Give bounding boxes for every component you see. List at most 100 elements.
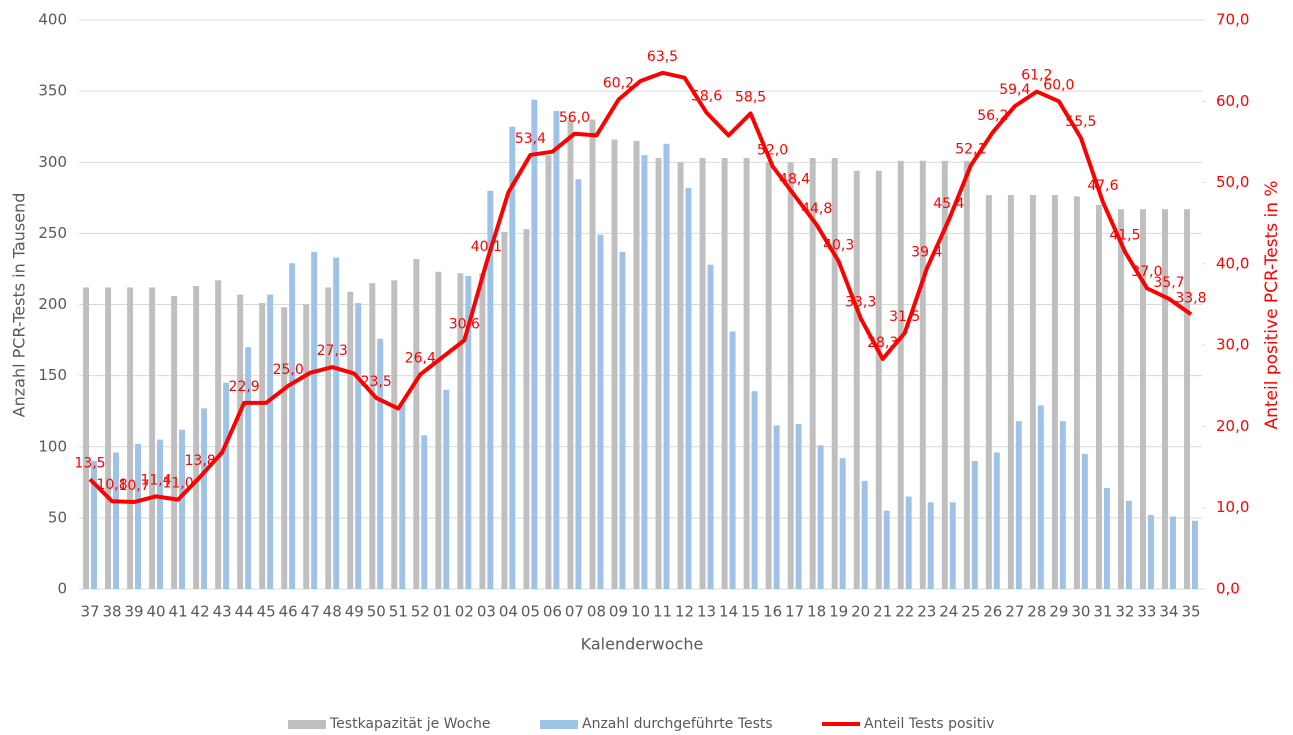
bar bbox=[1015, 421, 1022, 589]
y-axis-title: Anzahl PCR-Tests in Tausend bbox=[10, 193, 29, 418]
bar bbox=[1037, 405, 1044, 589]
bar bbox=[1073, 196, 1080, 589]
x-tick-label: 46 bbox=[279, 603, 298, 621]
bar bbox=[479, 273, 486, 589]
data-label: 61,2 bbox=[1021, 68, 1052, 84]
bar bbox=[1184, 209, 1190, 589]
x-tick-label: 12 bbox=[675, 603, 694, 621]
bar bbox=[127, 287, 134, 589]
bar bbox=[817, 445, 824, 589]
x-tick-label: 49 bbox=[345, 603, 364, 621]
bar bbox=[421, 435, 428, 589]
x-tick-label: 41 bbox=[169, 603, 188, 621]
data-label: 35,7 bbox=[1153, 275, 1184, 291]
y-tick-label: 0 bbox=[57, 580, 67, 598]
bar bbox=[545, 155, 552, 589]
bar bbox=[523, 229, 530, 590]
bar bbox=[237, 294, 244, 589]
data-label: 39,4 bbox=[911, 245, 942, 261]
data-label: 48,4 bbox=[779, 172, 810, 188]
y2-tick-label: 10,0 bbox=[1216, 498, 1249, 516]
bar bbox=[149, 287, 156, 589]
bar bbox=[179, 429, 186, 589]
bar bbox=[457, 273, 464, 589]
bar bbox=[289, 263, 296, 589]
bar bbox=[311, 251, 318, 589]
x-tick-label: 21 bbox=[873, 603, 892, 621]
data-label: 11,4 bbox=[140, 472, 171, 488]
y2-tick-label: 40,0 bbox=[1216, 254, 1249, 272]
x-tick-label: 34 bbox=[1159, 603, 1178, 621]
data-label: 63,5 bbox=[647, 49, 678, 65]
bar bbox=[597, 234, 604, 590]
bar bbox=[853, 170, 860, 589]
bar bbox=[773, 425, 780, 589]
bar bbox=[883, 510, 890, 589]
bar bbox=[223, 382, 230, 589]
legend-swatch bbox=[288, 720, 326, 729]
bar bbox=[333, 257, 340, 589]
bar bbox=[377, 338, 384, 589]
x-tick-label: 37 bbox=[80, 603, 99, 621]
y2-tick-label: 20,0 bbox=[1216, 417, 1249, 435]
y-tick-label: 150 bbox=[38, 366, 67, 384]
data-label: 31,5 bbox=[889, 309, 920, 325]
data-label: 13,8 bbox=[185, 453, 216, 469]
bar bbox=[1125, 500, 1132, 589]
x-tick-label: 23 bbox=[917, 603, 936, 621]
y2-tick-label: 30,0 bbox=[1216, 336, 1249, 354]
bar bbox=[171, 295, 178, 589]
bar bbox=[83, 287, 90, 589]
x-tick-label: 47 bbox=[301, 603, 320, 621]
y-tick-label: 200 bbox=[38, 295, 67, 313]
data-label: 56,2 bbox=[977, 108, 1008, 124]
x-tick-label: 01 bbox=[433, 603, 452, 621]
data-label: 37,0 bbox=[1131, 264, 1162, 280]
y2-tick-label: 50,0 bbox=[1216, 173, 1249, 191]
data-label: 26,4 bbox=[405, 350, 436, 366]
x-tick-label: 52 bbox=[411, 603, 430, 621]
bar bbox=[831, 157, 838, 590]
x-tick-label: 32 bbox=[1115, 603, 1134, 621]
bar bbox=[839, 458, 846, 589]
data-label: 27,3 bbox=[317, 343, 348, 359]
x-tick-label: 05 bbox=[521, 603, 540, 621]
data-label: 52,1 bbox=[955, 142, 986, 158]
x-tick-label: 48 bbox=[323, 603, 342, 621]
bar bbox=[655, 157, 662, 590]
data-label: 40,3 bbox=[823, 237, 854, 253]
x-tick-label: 13 bbox=[697, 603, 716, 621]
legend-swatch bbox=[540, 720, 578, 729]
y2-axis-title: Anteil positive PCR-Tests in % bbox=[1262, 180, 1282, 429]
data-label: 23,5 bbox=[361, 374, 392, 390]
bar bbox=[215, 280, 222, 589]
bar bbox=[963, 160, 970, 589]
bar bbox=[1191, 520, 1198, 589]
bar bbox=[435, 271, 442, 589]
x-tick-label: 02 bbox=[455, 603, 474, 621]
bar bbox=[113, 452, 119, 589]
bar bbox=[905, 496, 912, 589]
data-label: 10,8 bbox=[96, 477, 127, 493]
bar bbox=[1169, 516, 1176, 589]
x-tick-label: 11 bbox=[653, 603, 672, 621]
bar bbox=[259, 303, 266, 589]
bar bbox=[949, 502, 956, 589]
x-tick-label: 40 bbox=[147, 603, 166, 621]
x-tick-label: 30 bbox=[1071, 603, 1090, 621]
bar bbox=[347, 291, 354, 589]
bar bbox=[633, 140, 640, 589]
bar bbox=[721, 157, 728, 590]
x-tick-label: 31 bbox=[1093, 603, 1112, 621]
data-label: 47,6 bbox=[1087, 178, 1118, 194]
bar bbox=[509, 126, 516, 589]
x-tick-label: 15 bbox=[741, 603, 760, 621]
x-tick-label: 22 bbox=[895, 603, 914, 621]
bar bbox=[487, 190, 494, 589]
bar bbox=[531, 99, 538, 589]
bar bbox=[245, 347, 252, 589]
y2-tick-label: 60,0 bbox=[1216, 92, 1249, 110]
data-label: 40,1 bbox=[471, 239, 502, 255]
data-label: 45,4 bbox=[933, 196, 964, 212]
